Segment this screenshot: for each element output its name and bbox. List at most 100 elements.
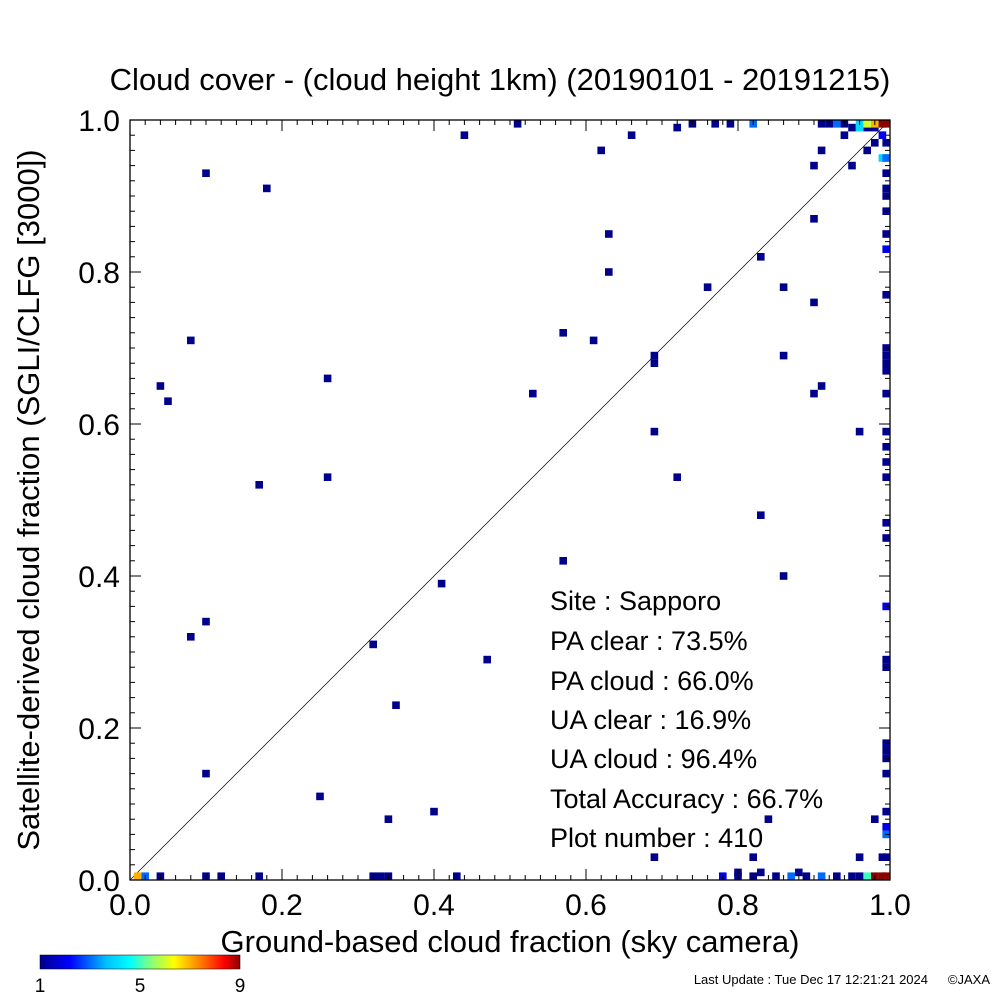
data-point — [882, 747, 890, 755]
data-point — [187, 633, 195, 641]
data-point — [392, 701, 400, 709]
data-point — [810, 298, 818, 307]
data-point — [605, 230, 613, 238]
data-point — [589, 336, 598, 345]
colorbar-gradient — [39, 954, 241, 970]
data-point — [772, 872, 780, 880]
data-point — [323, 374, 332, 383]
data-point — [513, 120, 522, 128]
chart-title: Cloud cover - (cloud height 1km) (201901… — [110, 62, 891, 97]
data-point — [187, 336, 195, 345]
data-point — [882, 872, 890, 880]
data-point — [871, 139, 879, 147]
data-point — [483, 655, 491, 664]
data-point — [650, 853, 659, 861]
data-point — [377, 872, 385, 880]
data-point — [559, 557, 567, 565]
data-point — [255, 872, 263, 880]
copyright-text: ©JAXA — [948, 972, 990, 987]
data-point — [855, 853, 864, 861]
data-point — [882, 458, 890, 466]
data-point — [848, 123, 856, 132]
data-point — [757, 253, 765, 261]
data-point — [255, 481, 263, 489]
stats-pa-clear: PA clear : 73.5% — [550, 626, 748, 656]
data-point — [164, 397, 172, 405]
data-points — [133, 120, 890, 880]
stats-plot-number: Plot number : 410 — [550, 823, 763, 853]
data-point — [673, 123, 681, 132]
stats-box: Site : Sapporo PA clear : 73.5% PA cloud… — [550, 586, 823, 853]
data-point — [369, 640, 377, 649]
data-point — [882, 519, 890, 527]
data-point — [323, 473, 332, 481]
data-point — [882, 473, 890, 481]
data-point — [878, 120, 887, 128]
last-update-text: Last Update : Tue Dec 17 12:21:21 2024 — [694, 972, 928, 987]
data-point — [810, 389, 818, 398]
data-point — [848, 872, 856, 880]
data-point — [202, 617, 210, 626]
data-point — [855, 427, 864, 436]
y-tick-label: 1.0 — [78, 105, 120, 138]
data-point — [650, 359, 659, 367]
data-point — [605, 268, 613, 276]
data-point — [882, 154, 890, 162]
data-point — [882, 367, 890, 375]
data-point — [597, 146, 605, 155]
data-point — [871, 815, 879, 823]
data-point — [878, 131, 887, 139]
data-point — [882, 291, 890, 299]
x-tick-label: 0.4 — [413, 889, 455, 922]
data-point — [878, 872, 887, 880]
data-point — [863, 872, 871, 880]
x-axis-label: Ground-based cloud fraction (sky camera) — [221, 924, 800, 959]
colorbar-label-mid: 5 — [135, 976, 146, 997]
data-point — [650, 427, 659, 436]
x-tick-label: 0.0 — [109, 889, 151, 922]
data-point — [863, 123, 871, 132]
data-point — [559, 329, 567, 337]
data-point — [779, 351, 788, 360]
stats-ua-clear: UA clear : 16.9% — [550, 705, 751, 735]
data-point — [882, 427, 890, 436]
data-point — [779, 283, 788, 291]
data-point — [882, 120, 890, 128]
data-point — [817, 146, 826, 155]
stats-pa-cloud: PA cloud : 66.0% — [550, 666, 754, 696]
data-point — [460, 131, 469, 139]
reference-diagonal — [129, 119, 891, 881]
data-point — [871, 123, 879, 132]
data-point — [840, 131, 849, 139]
data-point — [882, 655, 890, 664]
data-point — [202, 769, 210, 778]
x-tick-label: 0.2 — [261, 889, 303, 922]
data-point — [863, 146, 871, 155]
y-tick-label: 0.2 — [78, 713, 120, 746]
data-point — [833, 120, 841, 128]
data-point — [156, 382, 165, 390]
data-point — [795, 868, 803, 877]
data-point — [316, 792, 324, 801]
data-point — [882, 230, 890, 238]
x-tick-labels: 0.0 0.2 0.4 0.6 0.8 1.0 — [109, 889, 911, 922]
data-point — [703, 283, 712, 291]
data-point — [810, 215, 818, 223]
plot-area — [129, 119, 891, 881]
data-point — [882, 351, 890, 360]
data-point — [882, 534, 890, 542]
data-point — [749, 853, 757, 861]
y-axis-label: Satellite-derived cloud fraction (SGLI/C… — [11, 149, 46, 850]
data-point — [882, 245, 890, 253]
data-point — [878, 154, 887, 162]
data-point — [787, 872, 795, 880]
x-tick-label: 0.6 — [565, 889, 607, 922]
data-point — [650, 351, 659, 360]
x-tick-label: 0.8 — [717, 889, 759, 922]
data-point — [882, 184, 890, 193]
data-point — [202, 169, 210, 177]
data-point — [855, 123, 864, 132]
data-point — [437, 579, 446, 588]
data-point — [757, 511, 765, 519]
